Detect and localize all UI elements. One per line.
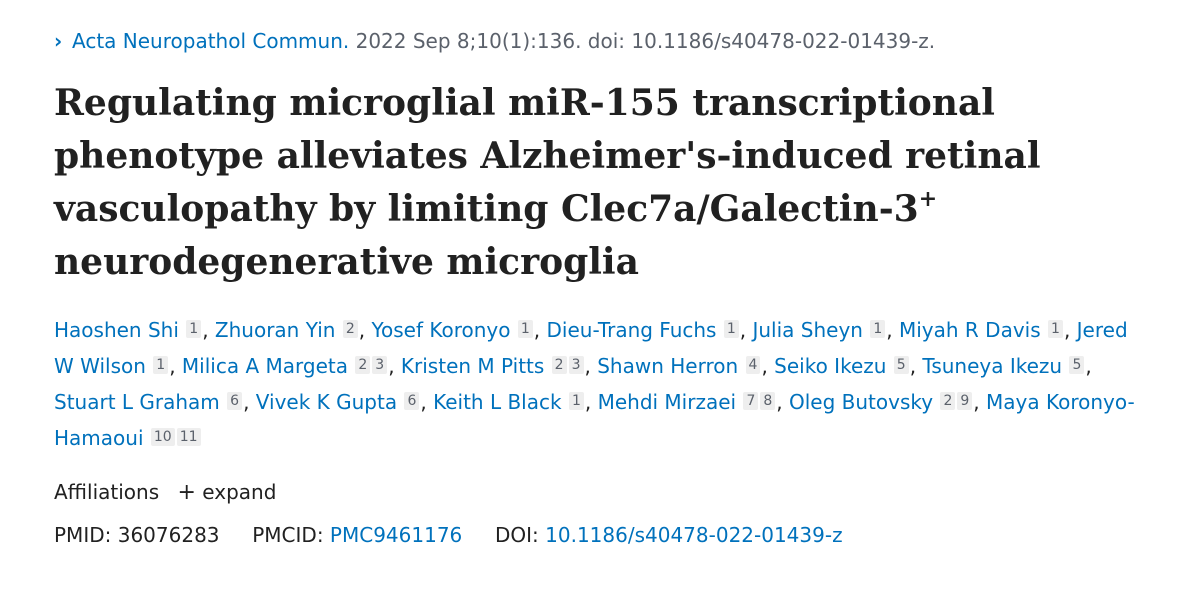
pmid-label: PMID: — [54, 523, 112, 547]
author-name-link[interactable]: Miyah R Davis — [898, 318, 1041, 342]
affiliation-ref[interactable]: 3 — [372, 356, 388, 374]
affiliation-ref[interactable]: 8 — [760, 392, 776, 410]
author-item: Jered W Wilson 1, — [54, 318, 1128, 378]
author-separator: , — [358, 318, 366, 342]
author-item: Yosef Koronyo 1, — [371, 318, 546, 342]
authors-list: Haoshen Shi 1, Zhuoran Yin 2, Yosef Koro… — [54, 312, 1144, 456]
affiliation-ref[interactable]: 4 — [745, 356, 761, 374]
affiliation-ref[interactable]: 5 — [893, 356, 909, 374]
author-separator: , — [420, 390, 427, 414]
author-name-link[interactable]: Mehdi Mirzaei — [597, 390, 737, 414]
author-item: Seiko Ikezu 5, — [774, 354, 922, 378]
author-separator: , — [776, 390, 783, 414]
author-separator: , — [584, 390, 592, 414]
doi-link[interactable]: 10.1186/s40478-022-01439-z — [545, 523, 843, 547]
author-separator: , — [533, 318, 541, 342]
affiliation-ref[interactable]: 2 — [551, 356, 567, 374]
author-separator: , — [243, 390, 250, 414]
author-item: Dieu-Trang Fuchs 1, — [547, 318, 753, 342]
author-item: Shawn Herron 4, — [597, 354, 774, 378]
affiliation-ref[interactable]: 1 — [517, 320, 533, 338]
pmid-value: 36076283 — [117, 523, 220, 547]
title-superscript: + — [918, 186, 938, 212]
title-line-2: phenotype alleviates Alzheimer's-induced… — [54, 135, 1041, 177]
author-name-link[interactable]: Kristen M Pitts — [400, 354, 545, 378]
affiliation-ref[interactable]: 2 — [940, 392, 956, 410]
affiliation-ref[interactable]: 1 — [870, 320, 886, 338]
author-name-link[interactable]: Maya Koronyo-Hamaoui — [54, 390, 1135, 450]
affiliation-ref[interactable]: 2 — [342, 320, 358, 338]
pmcid-link[interactable]: PMC9461176 — [329, 523, 463, 547]
affiliation-ref[interactable]: 10 — [150, 428, 175, 446]
author-name-link[interactable]: Dieu-Trang Fuchs — [546, 318, 717, 342]
affiliation-ref[interactable]: 1 — [568, 392, 584, 410]
author-separator: , — [973, 390, 980, 414]
author-name-link[interactable]: Zhuoran Yin — [214, 318, 336, 342]
affiliation-ref[interactable]: 2 — [355, 356, 371, 374]
doi-label: DOI: — [495, 523, 539, 547]
author-separator: , — [761, 354, 768, 378]
affiliation-ref[interactable]: 1 — [1048, 320, 1063, 338]
author-name-link[interactable]: Julia Sheyn — [752, 318, 863, 342]
author-item: Stuart L Graham 6, — [54, 390, 256, 414]
author-name-link[interactable]: Tsuneya Ikezu — [922, 354, 1063, 378]
author-separator: , — [886, 318, 893, 342]
expand-affiliations-button[interactable]: expand — [202, 480, 277, 504]
author-name-link[interactable]: Stuart L Graham — [54, 390, 220, 414]
title-line-3: vasculopathy by limiting Clec7a/Galectin… — [54, 188, 919, 230]
affiliation-ref[interactable]: 6 — [227, 392, 243, 410]
chevron-right-icon[interactable]: › — [54, 29, 63, 53]
affiliation-ref[interactable]: 7 — [743, 392, 759, 410]
author-name-link[interactable]: Keith L Black — [433, 390, 562, 414]
author-name-link[interactable]: Vivek K Gupta — [255, 390, 398, 414]
author-item: Zhuoran Yin 2, — [215, 318, 372, 342]
affiliation-ref[interactable]: 9 — [957, 392, 973, 410]
title-line-1: Regulating microglial miR-155 transcript… — [54, 82, 995, 124]
affiliation-ref[interactable]: 1 — [186, 320, 202, 338]
journal-link[interactable]: Acta Neuropathol Commun. — [72, 29, 350, 53]
author-item: Vivek K Gupta 6, — [256, 390, 433, 414]
author-item: Maya Koronyo-Hamaoui 10 11 — [54, 390, 1135, 450]
author-separator: , — [1085, 354, 1092, 378]
affiliation-ref[interactable]: 5 — [1069, 356, 1085, 374]
affiliation-ref[interactable]: 1 — [153, 356, 169, 374]
author-name-link[interactable]: Seiko Ikezu — [774, 354, 887, 378]
author-item: Tsuneya Ikezu 5, — [922, 354, 1091, 378]
author-name-link[interactable]: Milica A Margeta — [181, 354, 348, 378]
author-separator: , — [909, 354, 917, 378]
author-separator: , — [739, 318, 747, 342]
author-name-link[interactable]: Oleg Butovsky — [789, 390, 934, 414]
identifiers-row: PMID: 36076283 PMCID: PMC9461176 DOI: 10… — [54, 521, 1177, 549]
author-name-link[interactable]: Jered W Wilson — [54, 318, 1128, 378]
author-item: Keith L Black 1, — [433, 390, 597, 414]
author-separator: , — [388, 354, 395, 378]
title-line-4: neurodegenerative microglia — [54, 241, 639, 283]
affiliation-ref[interactable]: 6 — [404, 392, 420, 410]
affiliations-label: Affiliations — [54, 480, 160, 504]
article-title: Regulating microglial miR-155 transcript… — [54, 77, 1134, 289]
affiliation-ref[interactable]: 1 — [723, 320, 739, 338]
author-item: Julia Sheyn 1, — [752, 318, 899, 342]
author-item: Haoshen Shi 1, — [54, 318, 215, 342]
author-name-link[interactable]: Shawn Herron — [597, 354, 739, 378]
author-separator: , — [169, 354, 176, 378]
citation-line: › Acta Neuropathol Commun. 2022 Sep 8;10(… — [54, 27, 1177, 55]
plus-icon[interactable]: + — [177, 480, 196, 505]
affiliations-row: Affiliations + expand — [54, 478, 1177, 507]
citation-details: 2022 Sep 8;10(1):136. doi: 10.1186/s4047… — [355, 29, 936, 53]
author-item: Miyah R Davis 1, — [899, 318, 1077, 342]
author-separator: , — [1063, 318, 1071, 342]
author-separator: , — [202, 318, 209, 342]
author-name-link[interactable]: Haoshen Shi — [54, 318, 179, 342]
author-name-link[interactable]: Yosef Koronyo — [371, 318, 511, 342]
affiliation-ref[interactable]: 11 — [176, 428, 201, 446]
pmcid-label: PMCID: — [252, 523, 324, 547]
affiliation-ref[interactable]: 3 — [568, 356, 584, 374]
author-separator: , — [584, 354, 591, 378]
